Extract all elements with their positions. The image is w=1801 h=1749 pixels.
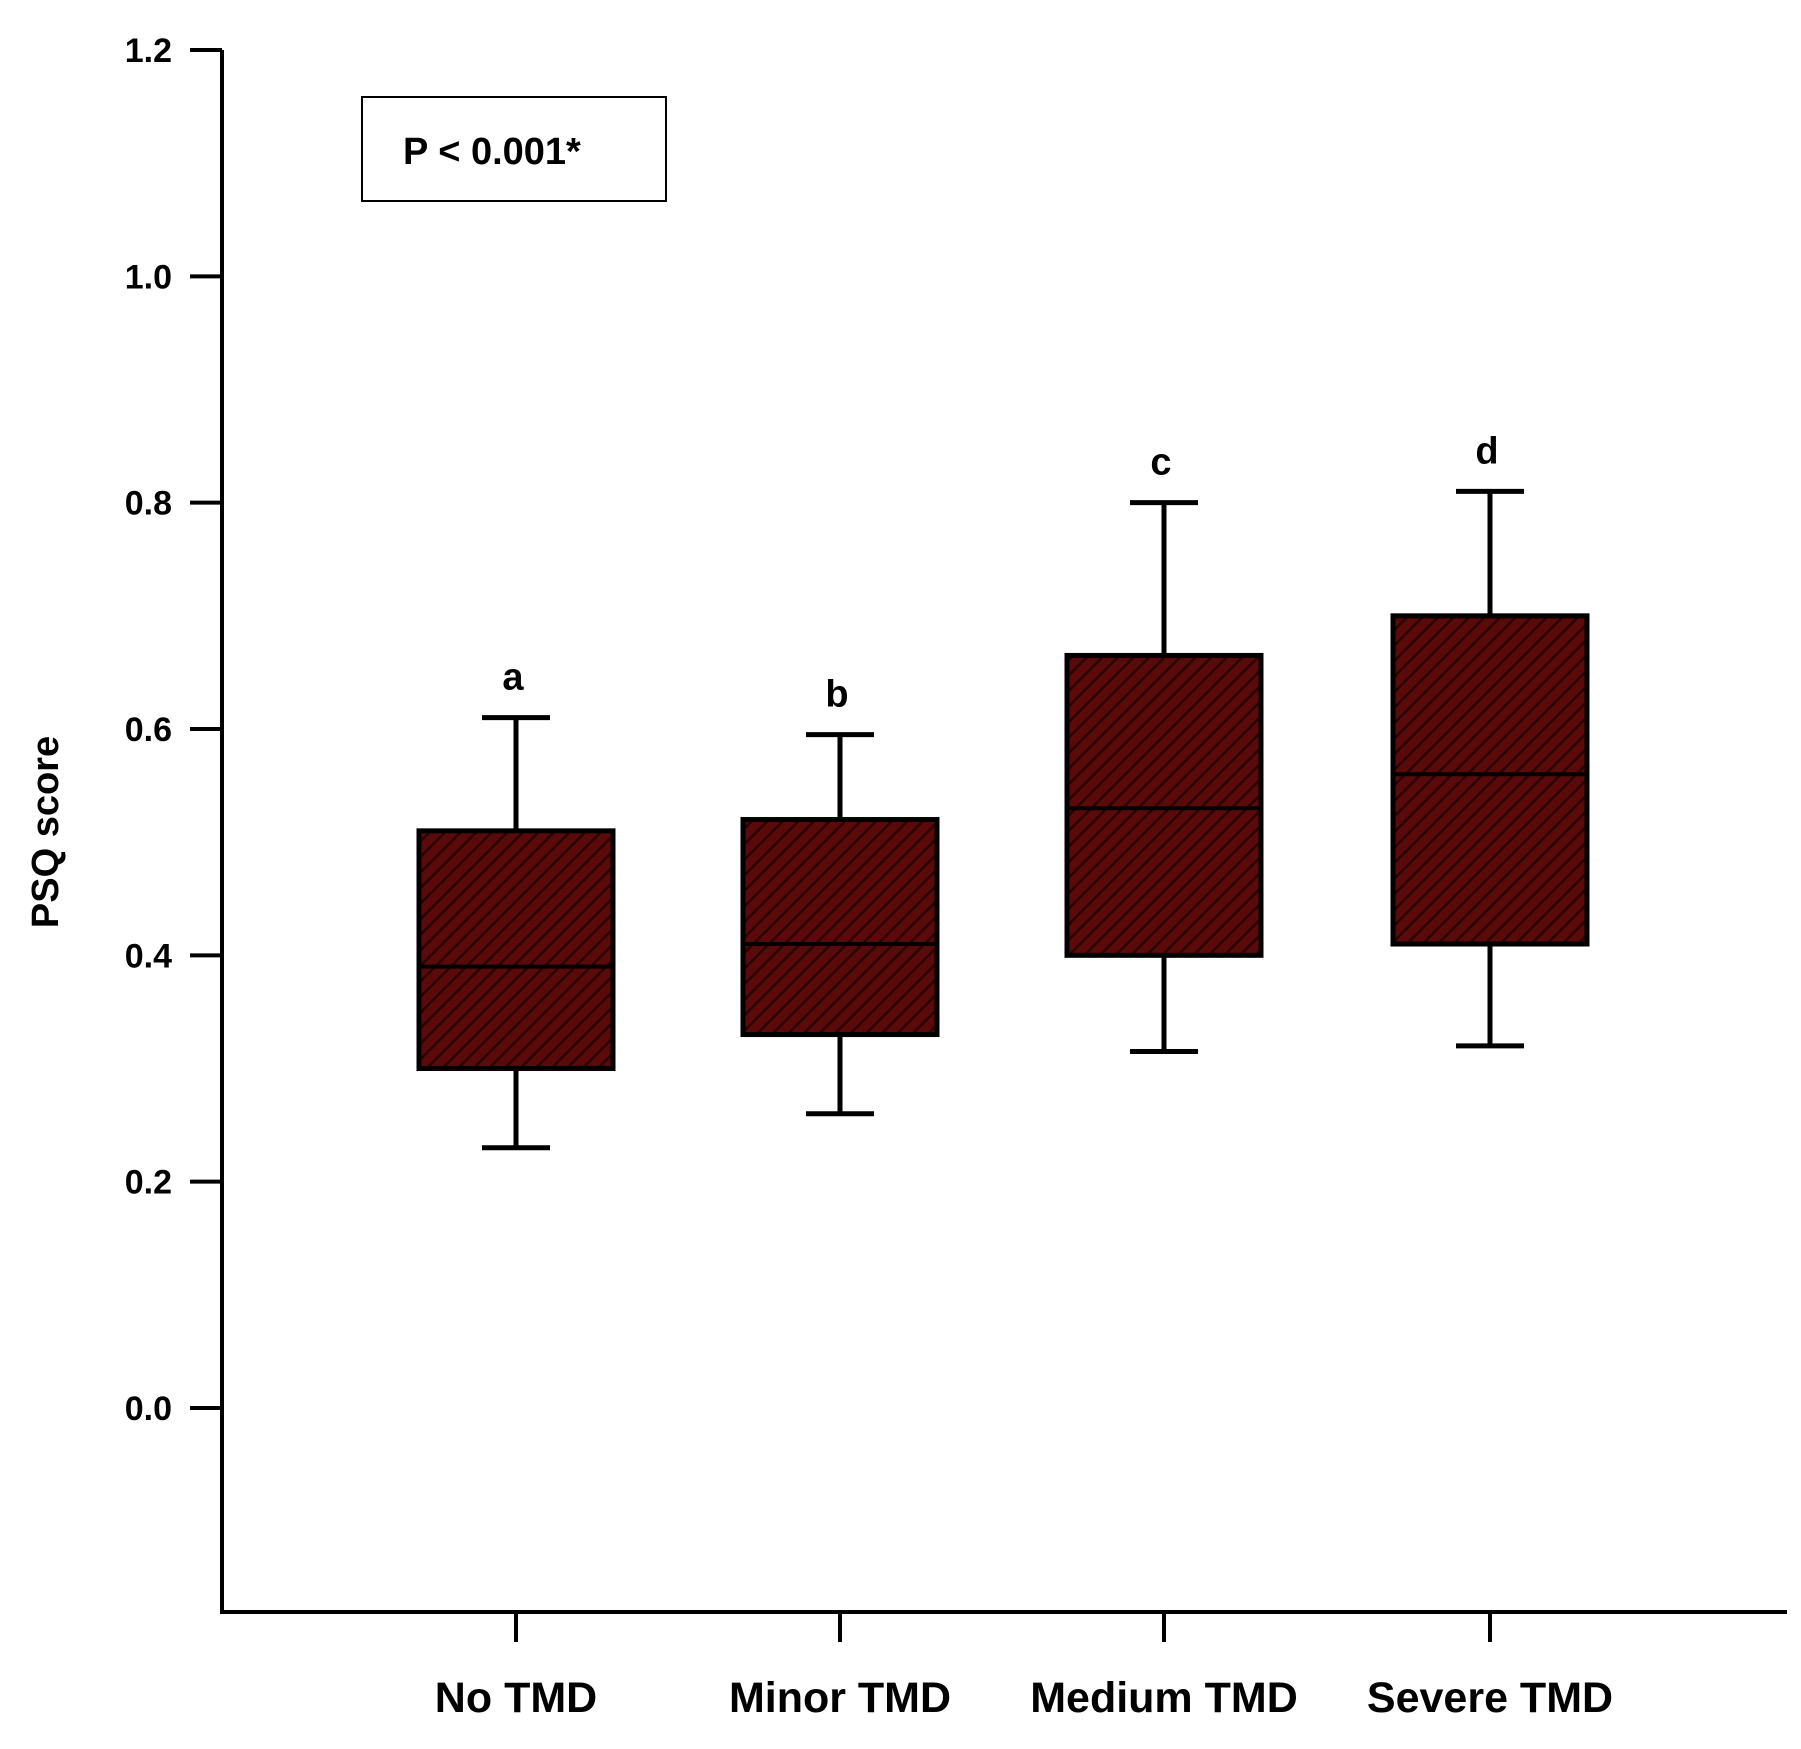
- iqr-box: [740, 817, 940, 1038]
- box-group: d: [1390, 430, 1590, 1049]
- y-tick-label: 1.2: [125, 32, 172, 70]
- iqr-box: [1390, 613, 1590, 947]
- box-group: c: [1064, 442, 1264, 1055]
- box-group: a: [416, 657, 616, 1151]
- x-ticks: No TMD Minor TMD Medium TMD Severe TMD: [435, 1612, 1613, 1722]
- box-group: b: [740, 674, 940, 1117]
- group-letter: b: [825, 674, 848, 716]
- iqr-box: [1064, 652, 1264, 958]
- y-tick-label: 0.0: [125, 1390, 172, 1428]
- p-value-frame: [361, 96, 667, 202]
- p-value-box: P < 0.001*: [361, 96, 667, 202]
- y-tick-label: 0.8: [125, 485, 172, 523]
- x-tick-label: Severe TMD: [1367, 1674, 1613, 1722]
- boxes: a b c d: [416, 430, 1590, 1151]
- x-tick-label: Medium TMD: [1030, 1674, 1298, 1722]
- iqr-box: [416, 828, 616, 1071]
- y-tick-label: 0.2: [125, 1164, 172, 1202]
- x-tick-label: No TMD: [435, 1674, 597, 1722]
- p-value-label: P < 0.001*: [403, 131, 581, 173]
- axes: [220, 50, 1787, 1614]
- x-tick-label: Minor TMD: [729, 1674, 951, 1722]
- y-tick-label: 1.0: [125, 258, 172, 296]
- y-ticks: 0.0 0.2 0.4 0.6 0.8 1.0 1.2: [125, 32, 222, 1428]
- y-tick-label: 0.6: [125, 711, 172, 749]
- group-letter: c: [1150, 442, 1171, 484]
- group-letter: d: [1475, 430, 1498, 472]
- y-tick-label: 0.4: [125, 937, 172, 975]
- y-axis-title: PSQ score: [25, 736, 67, 928]
- group-letter: a: [502, 657, 524, 699]
